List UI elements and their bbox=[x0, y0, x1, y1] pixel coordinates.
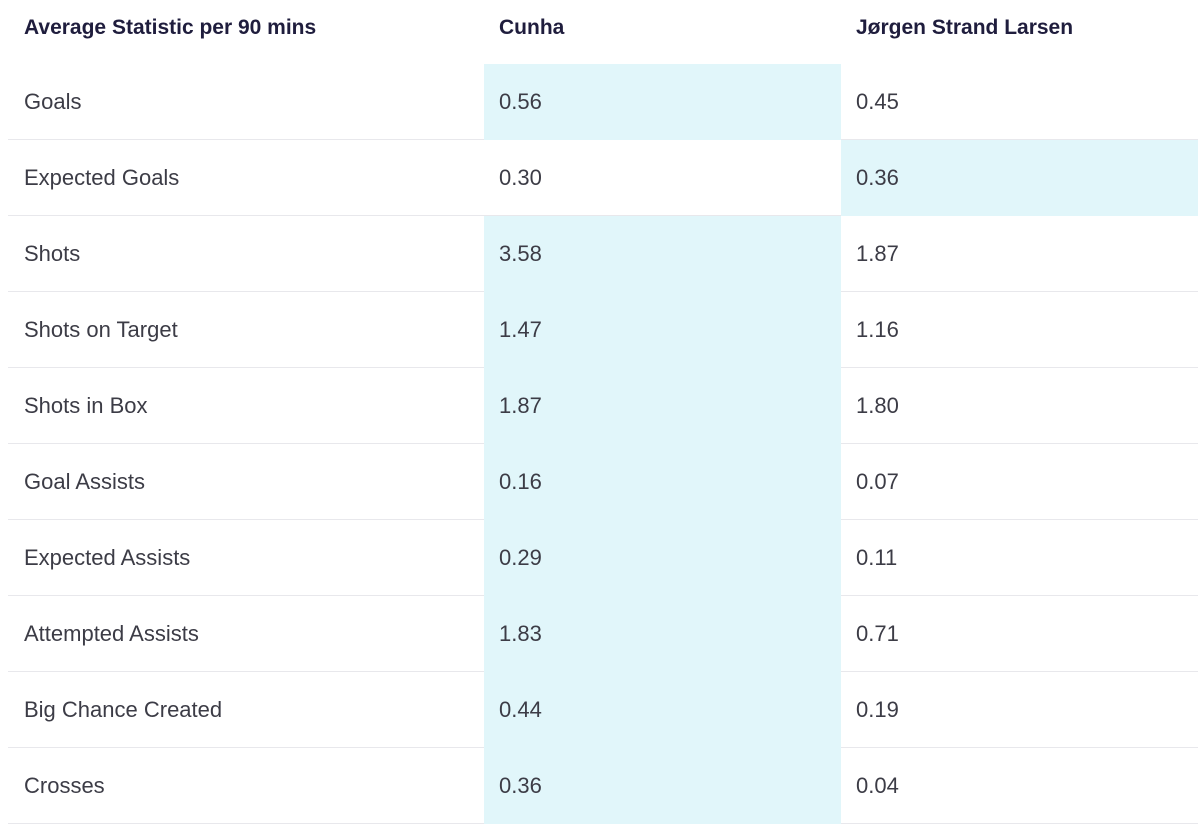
stat-label: Attempted Assists bbox=[24, 621, 199, 646]
stat-label: Goals bbox=[24, 89, 82, 114]
player-b-value: 1.87 bbox=[856, 241, 899, 266]
stat-label: Expected Assists bbox=[24, 545, 191, 570]
player-b-value: 0.04 bbox=[856, 773, 899, 798]
stat-label: Expected Goals bbox=[24, 165, 180, 190]
table-row: Attempted Assists 1.83 0.71 bbox=[8, 596, 1198, 672]
player-a-value: 0.56 bbox=[484, 64, 841, 140]
stat-label: Shots in Box bbox=[24, 393, 148, 418]
table-row: Shots 3.58 1.87 bbox=[8, 216, 1198, 292]
player-a-value: 3.58 bbox=[484, 216, 841, 292]
player-a-value: 1.47 bbox=[484, 292, 841, 368]
stat-label: Crosses bbox=[24, 773, 105, 798]
stat-label: Shots bbox=[24, 241, 81, 266]
player-b-value: 1.80 bbox=[856, 393, 899, 418]
player-b-value: 0.36 bbox=[841, 140, 1198, 216]
header-player-a: Cunha bbox=[499, 16, 565, 39]
stat-label: Big Chance Created bbox=[24, 697, 223, 722]
player-a-value: 0.44 bbox=[484, 672, 841, 748]
table-row: Shots in Box 1.87 1.80 bbox=[8, 368, 1198, 444]
stat-label: Goal Assists bbox=[24, 469, 146, 494]
player-a-value: 1.83 bbox=[484, 596, 841, 672]
table-row: Shots on Target 1.47 1.16 bbox=[8, 292, 1198, 368]
player-b-value: 0.19 bbox=[856, 697, 899, 722]
table-row: Crosses 0.36 0.04 bbox=[8, 748, 1198, 824]
table-header: Average Statistic per 90 mins Cunha Jørg… bbox=[8, 0, 1198, 64]
table-row: Big Chance Created 0.44 0.19 bbox=[8, 672, 1198, 748]
player-b-value: 0.45 bbox=[856, 89, 899, 114]
table-row: Expected Assists 0.29 0.11 bbox=[8, 520, 1198, 596]
player-a-value: 0.16 bbox=[484, 444, 841, 520]
stat-label: Shots on Target bbox=[24, 317, 178, 342]
player-b-value: 0.71 bbox=[856, 621, 899, 646]
player-a-value: 0.36 bbox=[484, 748, 841, 824]
player-b-value: 0.07 bbox=[856, 469, 899, 494]
table-row: Expected Goals 0.30 0.36 bbox=[8, 140, 1198, 216]
header-player-b: Jørgen Strand Larsen bbox=[856, 16, 1074, 39]
table-row: Goal Assists 0.16 0.07 bbox=[8, 444, 1198, 520]
player-a-value: 0.30 bbox=[499, 165, 542, 190]
player-b-value: 1.16 bbox=[856, 317, 899, 342]
player-a-value: 1.87 bbox=[484, 368, 841, 444]
stats-comparison-table: Average Statistic per 90 mins Cunha Jørg… bbox=[8, 0, 1198, 824]
header-statistic: Average Statistic per 90 mins bbox=[24, 16, 317, 39]
player-a-value: 0.29 bbox=[484, 520, 841, 596]
table-row: Goals 0.56 0.45 bbox=[8, 64, 1198, 140]
player-b-value: 0.11 bbox=[856, 545, 898, 570]
